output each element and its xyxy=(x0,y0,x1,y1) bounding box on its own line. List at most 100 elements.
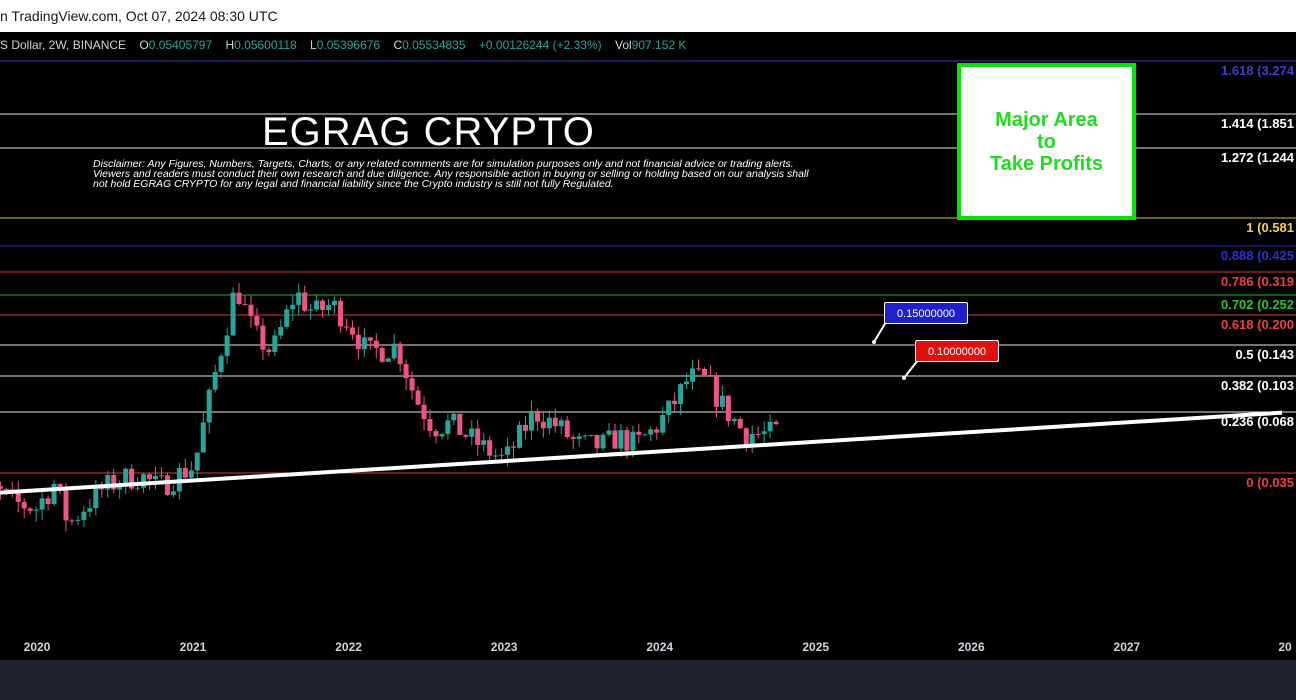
bottom-toolbar xyxy=(0,660,1296,700)
candle-body-123 xyxy=(696,368,702,370)
x-tick-2022: 2022 xyxy=(335,640,362,654)
x-tick-2025: 2025 xyxy=(802,640,829,654)
fib-label-6: 0.702 (0.252 xyxy=(1221,297,1294,312)
candle-body-103 xyxy=(576,436,582,439)
candle-body-56 xyxy=(296,292,302,305)
candle-body-40 xyxy=(200,422,206,453)
candle-body-17 xyxy=(63,490,69,521)
candle-body-125 xyxy=(707,375,713,377)
candle-body-71 xyxy=(385,358,391,362)
candle-body-68 xyxy=(367,337,373,341)
symbol-label: S Dollar, 2W, BINANCE xyxy=(0,38,127,52)
candle-body-110 xyxy=(618,430,624,449)
candle-body-106 xyxy=(594,434,600,449)
candle-body-66 xyxy=(355,334,361,350)
x-tick-2026: 2026 xyxy=(958,640,985,654)
top-header-bar: n TradingView.com, Oct 07, 2024 08:30 UT… xyxy=(0,0,1296,32)
candle-body-64 xyxy=(343,326,349,328)
candle-body-82 xyxy=(451,413,457,421)
candle-body-44 xyxy=(224,335,230,356)
candle-body-14 xyxy=(45,498,51,505)
candle-body-80 xyxy=(439,433,445,437)
open-label: O xyxy=(139,38,149,52)
brand-title: EGRAG CRYPTO xyxy=(262,110,595,154)
callout-pointer-015 xyxy=(873,321,887,343)
candle-body-60 xyxy=(320,300,326,310)
candle-body-39 xyxy=(194,452,200,471)
candle-body-37 xyxy=(182,467,188,478)
candle-body-93 xyxy=(516,424,522,448)
candle-body-6 xyxy=(0,486,3,489)
candle-body-108 xyxy=(606,430,612,435)
x-tick-2023: 2023 xyxy=(491,640,518,654)
candle-body-51 xyxy=(266,349,272,352)
candle-body-133 xyxy=(755,434,761,436)
candle-body-84 xyxy=(463,434,469,437)
fib-label-9: 0.382 (0.103 xyxy=(1221,378,1294,393)
volume-value: 907.152 K xyxy=(631,38,687,52)
candle-body-104 xyxy=(582,435,588,437)
candle-body-95 xyxy=(528,410,534,431)
candle-body-74 xyxy=(403,364,409,379)
candle-body-126 xyxy=(713,375,719,407)
high-value: 0.05600118 xyxy=(234,38,297,52)
candle-body-62 xyxy=(332,300,338,306)
candle-body-116 xyxy=(654,429,660,433)
x-tick-2021: 2021 xyxy=(180,640,207,654)
x-tick-2027: 2027 xyxy=(1114,640,1141,654)
ohlc-legend: S Dollar, 2W, BINANCE O0.05405797 H0.056… xyxy=(0,38,686,52)
candle-body-86 xyxy=(475,428,481,445)
candle-body-43 xyxy=(218,355,224,372)
candle-body-87 xyxy=(481,440,487,445)
candle-body-49 xyxy=(254,316,260,326)
candle-body-28 xyxy=(129,468,135,489)
candle-body-114 xyxy=(642,434,648,436)
candle-body-132 xyxy=(749,434,755,445)
candle-body-73 xyxy=(397,343,403,365)
price-callout-015[interactable]: 0.15000000 xyxy=(884,302,968,324)
candle-body-33 xyxy=(158,475,164,477)
callout-anchor-015 xyxy=(872,340,876,344)
candle-body-59 xyxy=(314,300,320,310)
x-tick-2024: 2024 xyxy=(646,640,673,654)
candle-body-115 xyxy=(648,429,654,435)
candle-body-55 xyxy=(290,304,296,310)
candle-body-90 xyxy=(499,454,505,456)
candle-body-117 xyxy=(660,415,666,433)
candle-body-38 xyxy=(188,470,194,478)
candle-body-77 xyxy=(421,404,427,420)
candle-body-42 xyxy=(212,371,218,390)
candle-body-113 xyxy=(636,431,642,435)
fib-label-2: 1.272 (1.244 xyxy=(1221,150,1295,165)
candle-body-45 xyxy=(230,292,236,336)
fib-label-10: 0.236 (0.068 xyxy=(1221,414,1294,429)
candle-body-105 xyxy=(588,434,594,436)
candle-body-121 xyxy=(684,381,690,385)
source-caption: n TradingView.com, Oct 07, 2024 08:30 UT… xyxy=(0,8,278,24)
support-trendline[interactable] xyxy=(0,410,1283,495)
candle-body-63 xyxy=(337,300,343,327)
candle-body-98 xyxy=(546,417,552,429)
fib-label-7: 0.618 (0.200 xyxy=(1221,317,1294,332)
candle-body-131 xyxy=(743,428,749,445)
candle-body-109 xyxy=(612,430,618,449)
candle-body-35 xyxy=(170,491,176,495)
candle-body-7 xyxy=(3,488,9,490)
disclaimer-text: Disclaimer: Any Figures, Numbers, Target… xyxy=(93,158,809,190)
fib-label-8: 0.5 (0.143 xyxy=(1235,347,1294,362)
candle-body-18 xyxy=(69,520,75,522)
candle-body-27 xyxy=(123,468,129,485)
candle-body-32 xyxy=(152,475,158,480)
candle-body-111 xyxy=(624,430,630,451)
candle-body-101 xyxy=(564,420,570,438)
candle-body-122 xyxy=(690,368,696,382)
candle-body-83 xyxy=(457,413,463,435)
candle-body-70 xyxy=(379,347,385,362)
candle-body-69 xyxy=(373,340,379,348)
price-callout-010[interactable]: 0.10000000 xyxy=(915,340,999,362)
candle-body-72 xyxy=(391,343,397,359)
candle-body-124 xyxy=(701,369,707,376)
callout-anchor-010 xyxy=(902,376,906,380)
candle-body-31 xyxy=(147,474,153,480)
candle-body-112 xyxy=(630,431,636,451)
